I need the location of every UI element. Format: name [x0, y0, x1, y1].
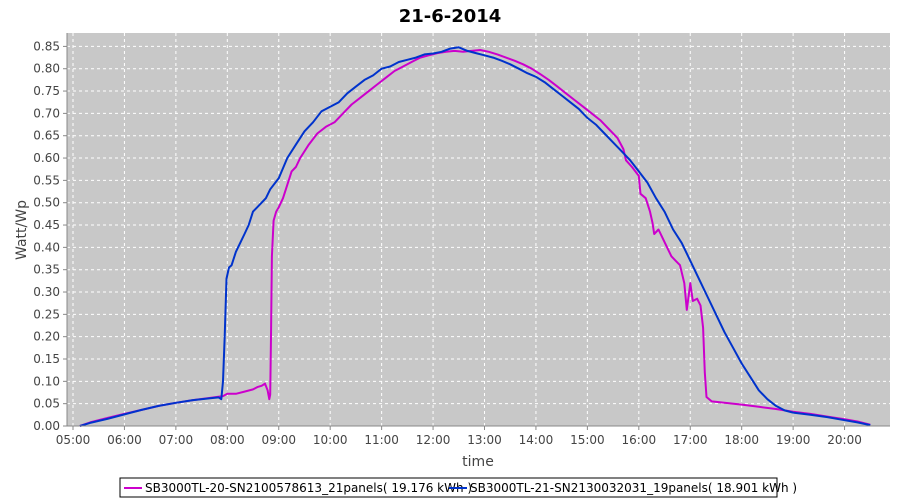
y-tick-label: 0.25 — [33, 307, 60, 321]
series-line-2 — [79, 46, 871, 427]
x-tick-label: 18:00 — [724, 433, 759, 447]
x-tick-label: 06:00 — [107, 433, 142, 447]
y-tick-label: 0.85 — [33, 39, 60, 53]
x-tick-label: 16:00 — [622, 433, 657, 447]
series-line-1 — [79, 49, 871, 427]
x-tick-label: 08:00 — [210, 433, 245, 447]
y-tick-label: 0.05 — [33, 397, 60, 411]
y-tick-label: 0.65 — [33, 129, 60, 143]
plot-area — [67, 33, 890, 426]
y-tick-label: 0.00 — [33, 419, 60, 433]
y-axis-label: Watt/Wp — [14, 200, 30, 260]
x-tick-label: 05:00 — [56, 433, 91, 447]
x-tick-label: 15:00 — [570, 433, 605, 447]
x-axis-label: time — [462, 454, 494, 470]
x-tick-label: 17:00 — [673, 433, 708, 447]
y-tick-label: 0.50 — [33, 196, 60, 210]
y-tick-label: 0.80 — [33, 62, 60, 76]
legend-box — [119, 477, 778, 498]
y-tick-label: 0.60 — [33, 151, 60, 165]
series-lines — [79, 46, 871, 427]
x-tick-label: 10:00 — [313, 433, 348, 447]
y-tick-label: 0.20 — [33, 330, 60, 344]
x-axis: 05:00 06:00 07:00 08:00 09:00 10:00 11:00 12:00… — [56, 426, 862, 447]
x-tick-label: 11:00 — [364, 433, 399, 447]
y-tick-label: 0.15 — [33, 352, 60, 366]
x-tick-label: 12:00 — [416, 433, 451, 447]
chart-title: 21-6-2014 — [399, 6, 502, 27]
y-tick-label: 0.75 — [33, 84, 60, 98]
y-tick-label: 0.40 — [33, 240, 60, 254]
x-tick-label: 14:00 — [519, 433, 554, 447]
y-tick-label: 0.10 — [33, 374, 60, 388]
y-axis: 0.00 0.05 0.10 0.15 0.20 0.25 0.30 0.35 0.40 0.45… — [33, 39, 67, 433]
legend-label-2: SB3000TL-21-SN2130032031_19panels( 18.90… — [470, 481, 797, 495]
x-tick-label: 09:00 — [261, 433, 296, 447]
y-tick-label: 0.45 — [33, 218, 60, 232]
legend: SB3000TL-20-SN2100578613_21panels( 19.17… — [119, 477, 797, 498]
y-tick-label: 0.30 — [33, 285, 60, 299]
y-tick-label: 0.70 — [33, 106, 60, 120]
y-tick-label: 0.55 — [33, 173, 60, 187]
grid — [67, 33, 890, 426]
y-tick-label: 0.35 — [33, 263, 60, 277]
x-tick-label: 19:00 — [776, 433, 811, 447]
x-tick-label: 13:00 — [467, 433, 502, 447]
x-tick-label: 20:00 — [827, 433, 862, 447]
legend-label-1: SB3000TL-20-SN2100578613_21panels( 19.17… — [145, 481, 472, 495]
x-tick-label: 07:00 — [159, 433, 194, 447]
